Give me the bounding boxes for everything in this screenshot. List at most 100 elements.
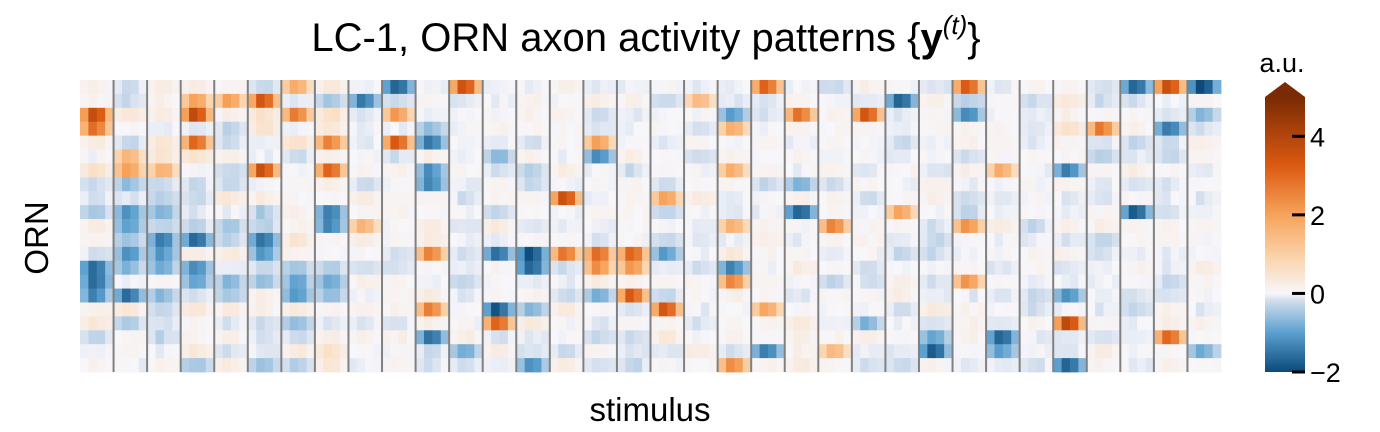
heatmap-cell bbox=[256, 302, 265, 317]
heatmap-cell bbox=[1036, 246, 1046, 262]
heatmap-cell bbox=[96, 205, 106, 220]
heatmap-cell bbox=[272, 191, 282, 206]
heatmap-cell bbox=[726, 358, 735, 373]
heatmap-cell bbox=[977, 330, 987, 345]
heatmap-cell bbox=[977, 135, 987, 150]
heatmap-cell bbox=[868, 246, 878, 262]
heatmap-cell bbox=[776, 149, 786, 164]
heatmap-cell bbox=[323, 330, 333, 345]
heatmap-cell bbox=[994, 205, 1004, 220]
heatmap-cell bbox=[155, 149, 165, 164]
heatmap-cell bbox=[918, 107, 928, 123]
heatmap-cell bbox=[893, 107, 903, 123]
heatmap-cell bbox=[1153, 219, 1163, 234]
heatmap-cell bbox=[692, 330, 702, 345]
heatmap-cell bbox=[256, 163, 265, 178]
heatmap-cell bbox=[390, 302, 400, 317]
heatmap-cell bbox=[675, 316, 685, 331]
heatmap-cell bbox=[1095, 93, 1104, 109]
heatmap-cell bbox=[977, 246, 987, 262]
heatmap-cell bbox=[835, 288, 844, 303]
heatmap-cell bbox=[1086, 316, 1096, 331]
heatmap-cell bbox=[415, 80, 425, 95]
heatmap-cell bbox=[986, 205, 995, 220]
heatmap-cell bbox=[1179, 191, 1188, 206]
heatmap-cell bbox=[147, 191, 156, 206]
heatmap-cell bbox=[759, 93, 769, 109]
heatmap-cell bbox=[533, 358, 542, 373]
heatmap-cell bbox=[440, 107, 450, 123]
heatmap-cell bbox=[868, 344, 878, 359]
heatmap-cell bbox=[541, 260, 551, 276]
heatmap-cell bbox=[281, 135, 291, 150]
heatmap-cell bbox=[247, 260, 257, 276]
heatmap-cell bbox=[1103, 260, 1113, 276]
heatmap-cell bbox=[1078, 107, 1088, 123]
heatmap-cell bbox=[759, 135, 769, 150]
heatmap-cell bbox=[323, 163, 333, 178]
heatmap-cell bbox=[1061, 219, 1071, 234]
heatmap-cell bbox=[650, 260, 660, 276]
heatmap-cell bbox=[1187, 246, 1197, 262]
heatmap-cell bbox=[331, 107, 341, 123]
heatmap-cell bbox=[717, 274, 727, 289]
heatmap-cell bbox=[885, 260, 895, 276]
heatmap-cell bbox=[910, 80, 920, 95]
heatmap-cell bbox=[432, 163, 442, 178]
heatmap-cell bbox=[935, 205, 945, 220]
heatmap-cell bbox=[491, 107, 500, 123]
heatmap-cell bbox=[390, 330, 400, 345]
heatmap-cell bbox=[80, 219, 89, 234]
heatmap-cell bbox=[524, 302, 534, 317]
heatmap-cell bbox=[231, 358, 240, 373]
heatmap-cell bbox=[608, 149, 618, 164]
heatmap-cell bbox=[583, 163, 593, 178]
heatmap-cell bbox=[608, 232, 618, 248]
heatmap-cell bbox=[969, 121, 979, 137]
heatmap-cell bbox=[105, 149, 114, 164]
heatmap-cell bbox=[675, 205, 685, 220]
heatmap-cell bbox=[692, 344, 702, 359]
heatmap-cell bbox=[516, 246, 526, 262]
heatmap-cell bbox=[155, 80, 165, 95]
heatmap-cell bbox=[549, 288, 559, 303]
heatmap-cell bbox=[189, 177, 198, 192]
heatmap-cell bbox=[835, 163, 844, 178]
heatmap-cell bbox=[910, 219, 920, 234]
heatmap-cell bbox=[835, 107, 844, 123]
heatmap-cell bbox=[910, 191, 920, 206]
heatmap-cell bbox=[423, 93, 433, 109]
heatmap-cell bbox=[1137, 274, 1146, 289]
heatmap-cell bbox=[231, 163, 240, 178]
heatmap-cell bbox=[457, 330, 467, 345]
heatmap-cell bbox=[658, 219, 668, 234]
heatmap-cell bbox=[994, 316, 1004, 331]
heatmap-cell bbox=[180, 191, 190, 206]
heatmap-cell bbox=[952, 274, 962, 289]
heatmap-cell bbox=[793, 232, 802, 248]
heatmap-cell bbox=[348, 232, 358, 248]
heatmap-cell bbox=[717, 302, 727, 317]
heatmap-cell bbox=[843, 205, 853, 220]
heatmap-cell bbox=[835, 135, 844, 150]
heatmap-cell bbox=[767, 93, 777, 109]
heatmap-cell bbox=[658, 330, 668, 345]
heatmap-cell bbox=[507, 219, 517, 234]
heatmap-cell bbox=[1120, 344, 1130, 359]
heatmap-cell bbox=[533, 121, 542, 137]
heatmap-cell bbox=[918, 288, 928, 303]
heatmap-cell bbox=[172, 191, 182, 206]
heatmap-cell bbox=[692, 316, 702, 331]
heatmap-cell bbox=[1002, 344, 1012, 359]
heatmap-cell bbox=[902, 191, 911, 206]
heatmap-cell bbox=[398, 246, 408, 262]
heatmap-cell bbox=[675, 219, 685, 234]
heatmap-cell bbox=[96, 191, 106, 206]
heatmap-cell bbox=[1128, 358, 1138, 373]
heatmap-cell bbox=[314, 107, 324, 123]
heatmap-cell bbox=[189, 330, 198, 345]
heatmap-cell bbox=[793, 93, 802, 109]
heatmap-cell bbox=[113, 135, 123, 150]
heatmap-cell bbox=[667, 93, 677, 109]
heatmap-cell bbox=[449, 274, 458, 289]
